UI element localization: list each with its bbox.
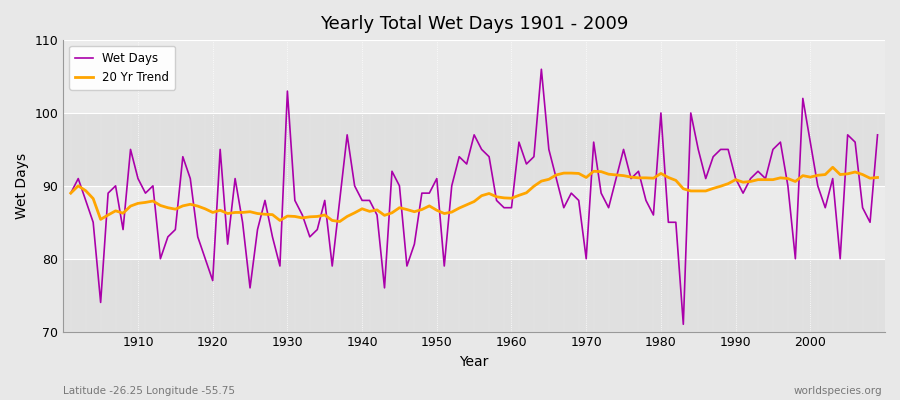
Wet Days bbox=[125, 147, 136, 152]
20 Yr Trend bbox=[506, 196, 517, 201]
20 Yr Trend bbox=[125, 204, 136, 208]
Wet Days bbox=[66, 191, 77, 196]
Bar bbox=[63, 113, 885, 186]
Title: Yearly Total Wet Days 1901 - 2009: Yearly Total Wet Days 1901 - 2009 bbox=[320, 15, 628, 33]
Wet Days bbox=[499, 205, 509, 210]
20 Yr Trend bbox=[342, 214, 353, 219]
20 Yr Trend bbox=[66, 191, 77, 196]
Wet Days bbox=[290, 198, 301, 203]
Wet Days bbox=[536, 67, 547, 72]
Bar bbox=[63, 40, 885, 113]
Text: Latitude -26.25 Longitude -55.75: Latitude -26.25 Longitude -55.75 bbox=[63, 386, 235, 396]
Legend: Wet Days, 20 Yr Trend: Wet Days, 20 Yr Trend bbox=[69, 46, 176, 90]
Wet Days bbox=[603, 205, 614, 210]
X-axis label: Year: Year bbox=[460, 355, 489, 369]
20 Yr Trend bbox=[514, 193, 525, 198]
Wet Days bbox=[872, 132, 883, 137]
Y-axis label: Wet Days: Wet Days bbox=[15, 153, 29, 219]
20 Yr Trend bbox=[827, 165, 838, 170]
Bar bbox=[63, 186, 885, 259]
Wet Days bbox=[334, 198, 345, 203]
Wet Days bbox=[506, 205, 517, 210]
Text: worldspecies.org: worldspecies.org bbox=[794, 386, 882, 396]
20 Yr Trend bbox=[872, 175, 883, 180]
Wet Days bbox=[678, 322, 688, 327]
Bar bbox=[63, 259, 885, 332]
20 Yr Trend bbox=[334, 219, 345, 224]
Line: 20 Yr Trend: 20 Yr Trend bbox=[71, 167, 878, 222]
Line: Wet Days: Wet Days bbox=[71, 69, 878, 324]
20 Yr Trend bbox=[290, 214, 301, 219]
20 Yr Trend bbox=[603, 172, 614, 176]
